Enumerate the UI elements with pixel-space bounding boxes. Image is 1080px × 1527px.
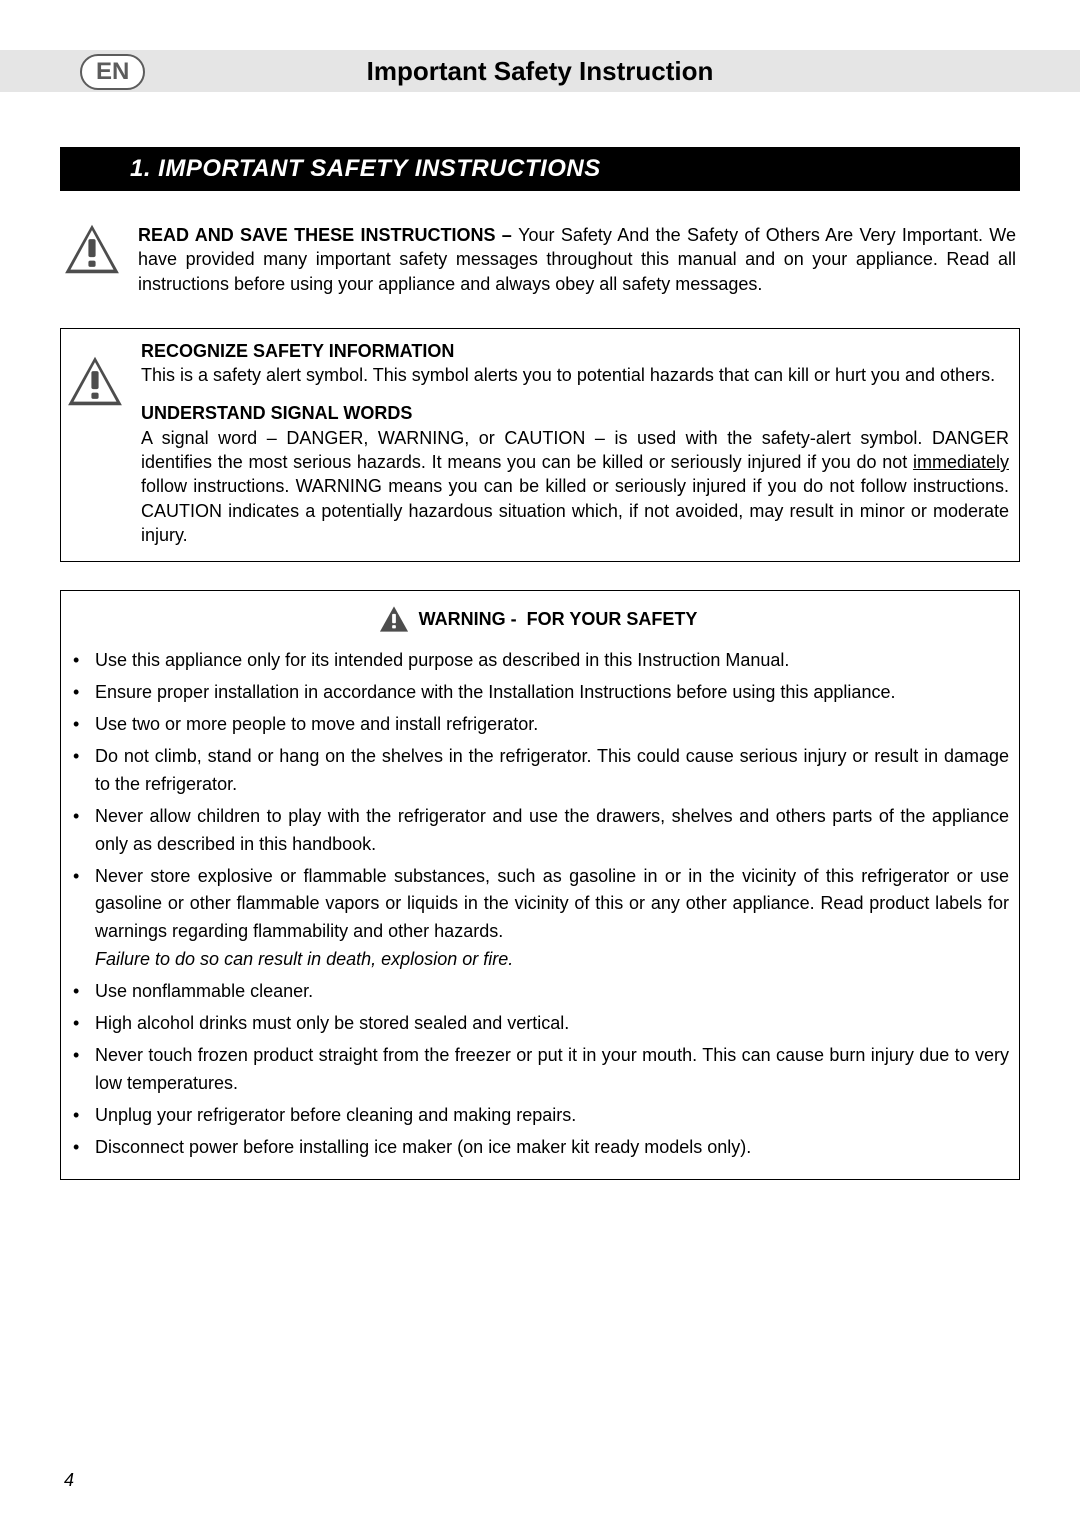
section-title: 1. IMPORTANT SAFETY INSTRUCTIONS xyxy=(60,147,1020,191)
list-item: Never touch frozen product straight from… xyxy=(67,1042,1009,1098)
understand-body-b: follow instructions. WARNING means you c… xyxy=(141,476,1009,545)
header-title: Important Safety Instruction xyxy=(60,56,1020,87)
list-item: Disconnect power before installing ice m… xyxy=(67,1134,1009,1162)
understand-body-a: A signal word – DANGER, WARNING, or CAUT… xyxy=(141,428,1009,472)
list-item: Ensure proper installation in accordance… xyxy=(67,679,1009,707)
warning-icon xyxy=(60,219,124,275)
warning-icon xyxy=(379,605,409,633)
list-item-text: Never store explosive or flammable subst… xyxy=(95,866,1009,942)
list-item: Do not climb, stand or hang on the shelv… xyxy=(67,743,1009,799)
warning-label-a: WARNING - xyxy=(419,609,517,630)
signal-text: RECOGNIZE SAFETY INFORMATION This is a s… xyxy=(141,335,1013,551)
list-item: Never allow children to play with the re… xyxy=(67,803,1009,859)
signal-block: RECOGNIZE SAFETY INFORMATION This is a s… xyxy=(60,328,1020,562)
list-item: High alcohol drinks must only be stored … xyxy=(67,1010,1009,1038)
understand-title: UNDERSTAND SIGNAL WORDS xyxy=(141,401,1009,425)
intro-block: READ AND SAVE THESE INSTRUCTIONS – Your … xyxy=(60,219,1020,300)
intro-text: READ AND SAVE THESE INSTRUCTIONS – Your … xyxy=(138,219,1020,300)
list-item: Never store explosive or flammable subst… xyxy=(67,863,1009,975)
recognize-body: This is a safety alert symbol. This symb… xyxy=(141,365,995,385)
understand-underline: immediately xyxy=(913,452,1009,472)
warning-label-b: FOR YOUR SAFETY xyxy=(527,609,698,630)
list-item: Use nonflammable cleaner. xyxy=(67,978,1009,1006)
intro-bold: READ AND SAVE THESE INSTRUCTIONS – xyxy=(138,225,518,245)
list-item: Use this appliance only for its intended… xyxy=(67,647,1009,675)
warning-icon xyxy=(63,335,127,407)
safety-bullet-list: Use this appliance only for its intended… xyxy=(67,647,1009,1161)
recognize-title: RECOGNIZE SAFETY INFORMATION xyxy=(141,339,1009,363)
warning-box-header: WARNING - FOR YOUR SAFETY xyxy=(67,605,1009,633)
page-header: EN Important Safety Instruction xyxy=(0,50,1080,92)
warning-box: WARNING - FOR YOUR SAFETY Use this appli… xyxy=(60,590,1020,1180)
list-item-italic: Failure to do so can result in death, ex… xyxy=(95,949,513,969)
page-number: 4 xyxy=(64,1470,74,1491)
language-badge: EN xyxy=(80,54,145,90)
list-item: Unplug your refrigerator before cleaning… xyxy=(67,1102,1009,1130)
list-item: Use two or more people to move and insta… xyxy=(67,711,1009,739)
